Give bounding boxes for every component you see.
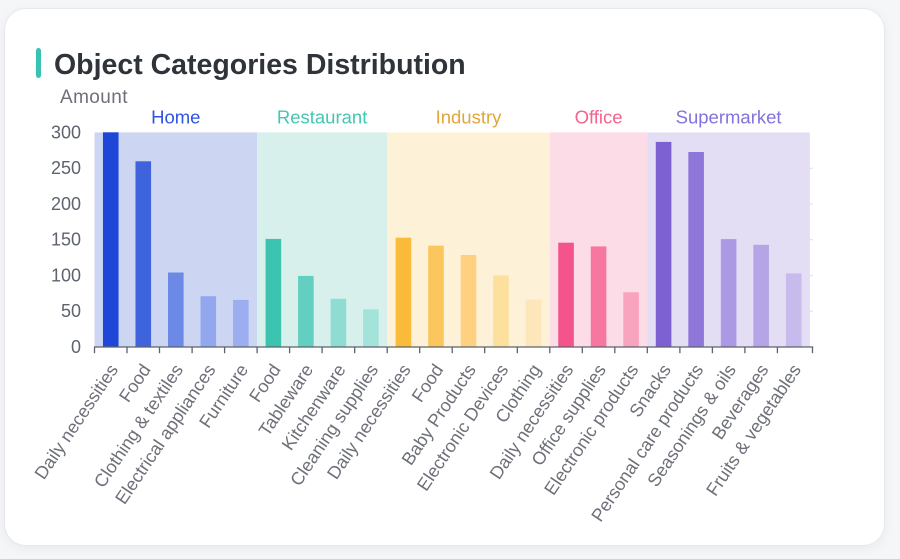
svg-text:100: 100 [51, 266, 81, 286]
svg-text:Home: Home [151, 107, 200, 128]
svg-text:Restaurant: Restaurant [277, 107, 368, 128]
svg-text:200: 200 [51, 194, 81, 214]
svg-text:300: 300 [51, 122, 81, 142]
svg-text:0: 0 [71, 337, 81, 357]
svg-text:150: 150 [51, 230, 81, 250]
svg-text:50: 50 [61, 301, 81, 321]
svg-text:Industry: Industry [436, 107, 503, 128]
svg-text:Amount: Amount [60, 87, 128, 108]
svg-text:250: 250 [51, 158, 81, 178]
svg-text:Office: Office [575, 107, 623, 128]
svg-text:Supermarket: Supermarket [676, 107, 782, 128]
